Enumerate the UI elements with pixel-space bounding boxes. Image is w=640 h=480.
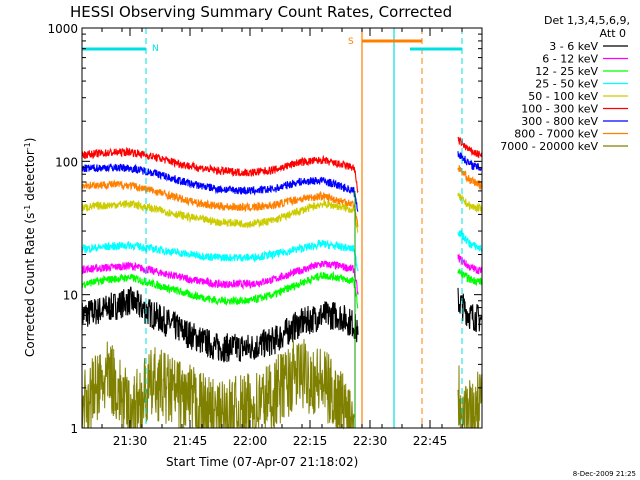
legend-label-8: 7000 - 20000 keV	[500, 140, 598, 153]
series-line-0-segment-0	[81, 286, 359, 363]
x-tick-label-4: 22:30	[353, 434, 388, 448]
saa-label-S: S	[348, 37, 354, 47]
night-label-N: N	[152, 44, 159, 54]
legend-label-7: 800 - 7000 keV	[514, 128, 598, 141]
y-axis-title-end: )	[23, 138, 37, 143]
x-axis-ticks: 21:30 21:45 22:00 22:15 22:30 22:45	[81, 28, 483, 448]
legend-label-2: 12 - 25 keV	[535, 65, 598, 78]
series-line-4-segment-1	[457, 192, 483, 213]
series-line-4-segment-0	[81, 199, 359, 234]
series-line-0-segment-1	[457, 287, 483, 333]
legend-header-line1: Det 1,3,4,5,6,9,	[544, 14, 630, 27]
legend-header-line2: Att 0	[600, 27, 626, 40]
series-line-2-segment-0	[81, 270, 359, 309]
series-line-6-segment-0	[81, 163, 359, 212]
y-axis-ticks: 1 10 100 1000	[47, 22, 482, 436]
plot-area: NS	[81, 28, 483, 430]
y-axis-title-main: Corrected Count Rate (s	[23, 213, 37, 357]
series-line-5-segment-0	[81, 146, 359, 194]
y-tick-label-3: 1000	[47, 22, 78, 36]
y-axis-title-exp2: -1	[23, 142, 32, 150]
series-line-7-segment-1	[457, 165, 483, 191]
series-line-7-segment-0	[81, 178, 359, 227]
x-tick-label-1: 21:45	[173, 434, 208, 448]
legend-label-5: 100 - 300 keV	[521, 103, 598, 116]
series-line-3-segment-0	[81, 238, 359, 272]
y-tick-label-1: 10	[63, 289, 78, 303]
legend-label-3: 25 - 50 keV	[535, 78, 598, 91]
legend-label-1: 6 - 12 keV	[542, 53, 598, 66]
legend-label-0: 3 - 6 keV	[549, 40, 598, 53]
y-axis-title-exp1: -1	[23, 205, 32, 213]
x-axis-title: Start Time (07-Apr-07 21:18:02)	[166, 455, 358, 469]
x-tick-label-3: 22:15	[293, 434, 328, 448]
x-tick-label-2: 22:00	[233, 434, 268, 448]
x-tick-label-0: 21:30	[113, 434, 148, 448]
chart-title: HESSI Observing Summary Count Rates, Cor…	[70, 3, 452, 21]
generation-timestamp: 8-Dec-2009 21:25	[573, 470, 636, 478]
series-line-3-segment-1	[457, 229, 483, 252]
series-line-1-segment-0	[81, 260, 359, 295]
y-axis-title: Corrected Count Rate (s-1 detector-1)	[23, 138, 38, 357]
y-axis-title-mid: detector	[23, 150, 37, 205]
x-tick-label-5: 22:45	[413, 434, 448, 448]
legend-label-4: 50 - 100 keV	[528, 90, 598, 103]
y-tick-label-0: 1	[70, 422, 78, 436]
legend-label-6: 300 - 800 keV	[521, 115, 598, 128]
y-tick-label-2: 100	[55, 155, 78, 169]
